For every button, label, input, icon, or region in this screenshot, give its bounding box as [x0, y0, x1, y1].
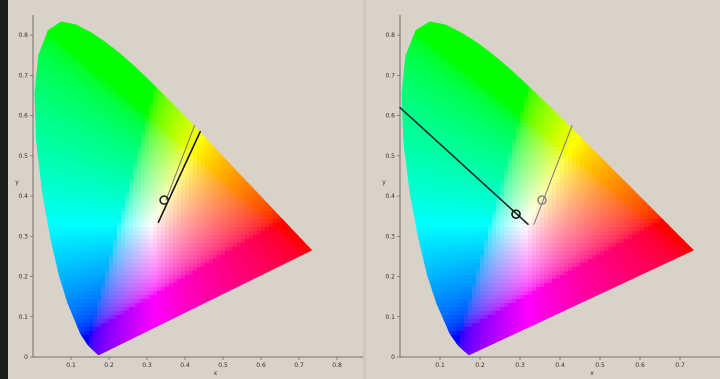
y-tick-label: 0 [24, 354, 28, 361]
y-tick-label: 0.4 [18, 193, 28, 200]
x-tick-label: 0.6 [635, 362, 645, 369]
x-tick-label: 0.7 [294, 362, 304, 369]
x-tick-label: 0.3 [515, 362, 525, 369]
projection-line [165, 125, 195, 201]
y-tick-label: 0.8 [385, 32, 395, 39]
y-tick-label: 0.5 [385, 153, 395, 160]
chromaticity-gamut-fill [34, 21, 313, 356]
chromaticity-gamut-fill [401, 21, 694, 356]
x-tick-label: 0.5 [595, 362, 605, 369]
x-tick-label: 0.3 [142, 362, 152, 369]
y-tick-label: 0.6 [385, 113, 395, 120]
projection-line [533, 125, 573, 225]
x-tick-label: 0.5 [218, 362, 228, 369]
white-point-marker [511, 209, 521, 219]
white-point-marker [537, 195, 547, 205]
y-tick-label: 0.7 [385, 72, 395, 79]
y-tick-label: 0.2 [18, 274, 28, 281]
panel-divider [363, 0, 366, 379]
x-tick-label: 0.4 [555, 362, 565, 369]
y-tick-label: 0.3 [18, 233, 28, 240]
y-axis-label: y [15, 179, 19, 186]
x-tick-label: 0.1 [66, 362, 76, 369]
x-tick-label: 0.2 [104, 362, 114, 369]
cie-plot-right: 0.1 0.2 0.3 0.4 0.5 0.6 0.7 0 0.1 0.2 0.3 0.4 0.5 0.6… [382, 15, 720, 377]
x-tick-label: 0.7 [675, 362, 685, 369]
y-tick-label: 0.7 [18, 72, 28, 79]
left-edge-strip [0, 0, 8, 379]
chromaticity-diagram-right: 0.1 0.2 0.3 0.4 0.5 0.6 0.7 0 0.1 0.2 0.3 0.4 0.5 0.6… [366, 0, 720, 379]
y-tick-label: 0.6 [18, 113, 28, 120]
projection-line [157, 130, 201, 224]
y-tick-label: 0.1 [385, 314, 395, 321]
x-tick-label: 0.4 [180, 362, 190, 369]
x-axis-label: x [214, 370, 218, 377]
x-tick-label: 0.6 [256, 362, 266, 369]
y-tick-label: 0.2 [385, 274, 395, 281]
y-tick-label: 0.4 [385, 193, 395, 200]
x-tick-label: 0.1 [435, 362, 445, 369]
x-tick-label: 0.8 [332, 362, 342, 369]
x-axis-label: x [590, 370, 594, 377]
y-tick-label: 0 [391, 354, 395, 361]
y-tick-label: 0.1 [18, 314, 28, 321]
cie-plot-left: 0.1 0.2 0.3 0.4 0.5 0.6 0.7 0.8 0 0.1 0.2 0.3 0.4 0.5… [15, 15, 375, 377]
projection-line [399, 106, 529, 226]
y-tick-label: 0.5 [18, 153, 28, 160]
x-tick-label: 0.2 [475, 362, 485, 369]
y-axis-label: y [382, 179, 386, 186]
chromaticity-diagram-left: 0.1 0.2 0.3 0.4 0.5 0.6 0.7 0.8 0 0.1 0.2 0.3 0.4 0.5… [8, 0, 375, 379]
y-tick-label: 0.8 [18, 32, 28, 39]
y-tick-label: 0.3 [385, 233, 395, 240]
white-point-marker [159, 195, 169, 205]
